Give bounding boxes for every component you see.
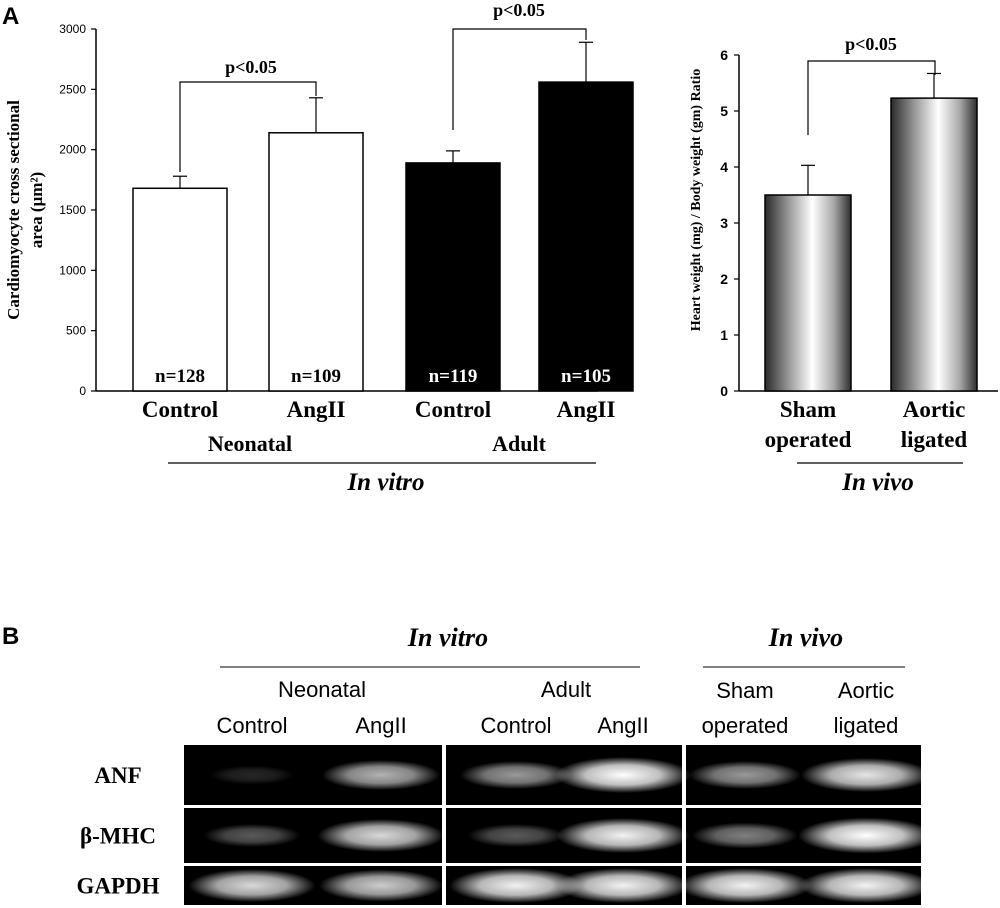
- blot-row-label: ANF: [94, 763, 141, 788]
- group-label-adult: Adult: [492, 431, 546, 456]
- bar: [405, 162, 501, 392]
- blot-in-vivo-label: In vivo: [768, 623, 843, 652]
- bar: [268, 132, 364, 392]
- blot-band: [317, 819, 445, 852]
- in-vivo-label: In vivo: [841, 469, 914, 496]
- blot-band: [799, 868, 933, 903]
- cross-sectional-area-chart: Cardiomyocyte cross sectional area (µm²)…: [4, 0, 634, 496]
- lane-label-line1: Sham: [716, 678, 773, 703]
- left-y-tick-label: 1500: [59, 203, 86, 217]
- left-y-axis-label-line1: Cardiomyocyte cross sectional: [4, 100, 23, 320]
- left-y-tick-label: 3000: [59, 22, 86, 36]
- left-y-tick-label: 2500: [59, 82, 86, 96]
- left-y-tick-label: 500: [66, 324, 86, 338]
- blot-band: [801, 758, 931, 792]
- blot-band: [319, 869, 443, 902]
- sig-label-neonatal: p<0.05: [225, 57, 277, 77]
- blot-row-label: GAPDH: [76, 874, 159, 899]
- western-blot-panel: In vitro In vivo Neonatal Adult Control A…: [76, 623, 934, 905]
- lane-label-line1: Control: [481, 713, 552, 738]
- left-y-tick-label: 0: [79, 384, 86, 398]
- lane-label-line1: Aortic: [838, 678, 894, 703]
- sig-bracket-in-vivo: [807, 60, 936, 135]
- blot-band: [798, 817, 934, 854]
- bar: [538, 81, 634, 392]
- lane-label-line1: AngII: [355, 713, 406, 738]
- blot-band: [555, 757, 691, 793]
- blot-band: [449, 868, 583, 903]
- n-label: n=105: [561, 366, 611, 387]
- heart-weight-ratio-chart: Heart weight (mg) / Body weight (gm) Rat…: [689, 34, 998, 496]
- blot-neonatal-label: Neonatal: [278, 677, 366, 702]
- lane-label-line1: Control: [217, 713, 288, 738]
- left-y-tick-label: 2000: [59, 143, 86, 157]
- category-label-line1: Sham: [780, 397, 836, 422]
- panel-b-letter: B: [2, 623, 19, 650]
- right-y-tick-label: 2: [720, 271, 728, 287]
- category-label: AngII: [557, 397, 616, 422]
- right-y-tick-label: 0: [720, 383, 728, 399]
- sig-bracket-adult: [452, 28, 587, 130]
- category-label-line1: Aortic: [903, 397, 966, 422]
- panel-a-letter: A: [2, 3, 19, 30]
- right-y-tick-label: 1: [720, 327, 728, 343]
- bar: [890, 97, 978, 392]
- lane-label-line1: AngII: [597, 713, 648, 738]
- lane-label-line2: operated: [702, 713, 789, 738]
- blot-band: [203, 824, 301, 847]
- blot-band: [467, 824, 565, 847]
- right-y-tick-label: 3: [720, 215, 728, 231]
- blot-band: [689, 761, 801, 789]
- in-vitro-label: In vitro: [346, 469, 424, 496]
- blot-band: [692, 822, 798, 849]
- right-y-tick-label: 6: [720, 47, 728, 63]
- category-label-line2: ligated: [901, 427, 968, 452]
- category-label: Control: [415, 397, 491, 422]
- n-label: n=109: [291, 366, 341, 387]
- blot-band: [556, 818, 690, 853]
- category-label-line2: operated: [765, 427, 852, 452]
- right-y-tick-label: 4: [720, 159, 728, 175]
- blot-band: [460, 761, 572, 789]
- bar: [764, 194, 852, 392]
- bar: [132, 187, 228, 392]
- n-label: n=128: [155, 366, 205, 387]
- left-y-tick-label: 1000: [59, 263, 86, 277]
- blot-band: [556, 868, 690, 903]
- blot-band: [678, 868, 812, 903]
- right-y-axis-label: Heart weight (mg) / Body weight (gm) Rat…: [689, 69, 704, 331]
- blot-band: [209, 765, 295, 785]
- category-label: AngII: [287, 397, 346, 422]
- right-y-tick-label: 5: [720, 103, 728, 119]
- sig-label-in-vivo: p<0.05: [845, 34, 897, 54]
- group-label-neonatal: Neonatal: [208, 431, 292, 456]
- blot-adult-label: Adult: [541, 677, 591, 702]
- n-label: n=119: [429, 366, 478, 387]
- blot-in-vitro-label: In vitro: [407, 623, 488, 652]
- sig-label-adult: p<0.05: [493, 0, 545, 20]
- sig-bracket-neonatal: [179, 81, 317, 172]
- lane-label-line2: ligated: [834, 713, 899, 738]
- category-label: Control: [142, 397, 218, 422]
- blot-row-label: β-MHC: [80, 824, 156, 849]
- blot-band: [322, 760, 440, 790]
- blot-band: [188, 869, 316, 902]
- left-y-axis-label-line2: area (µm²): [27, 172, 46, 248]
